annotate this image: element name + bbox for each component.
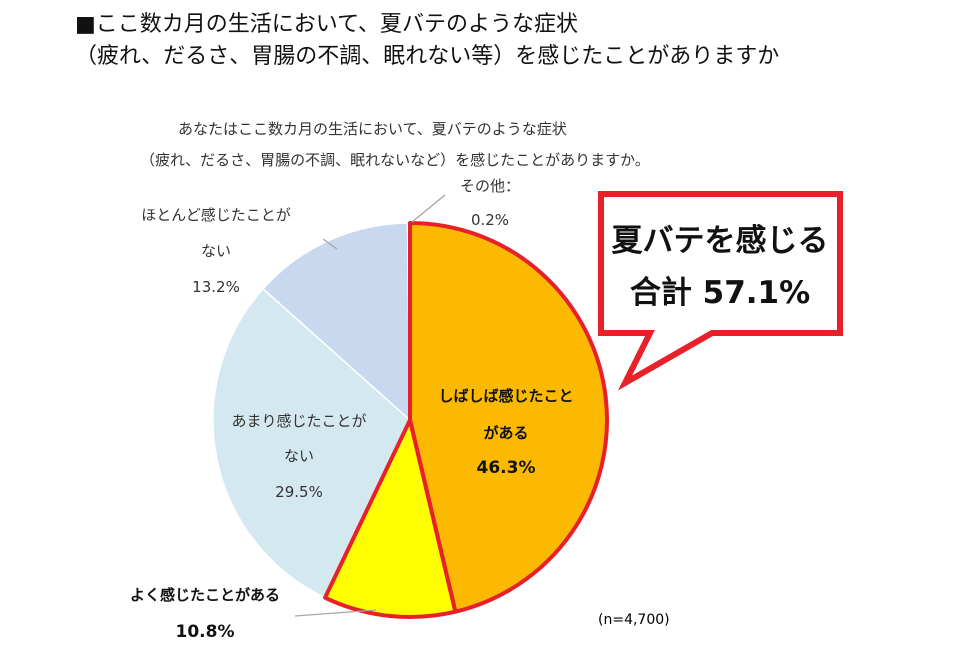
survey-question-line1: あなたはここ数カ月の生活において、夏バテのような症状 [178, 120, 567, 138]
slice-value-frequently: 46.3% [477, 458, 536, 478]
slice-label-other: その他： 0.2% [460, 177, 520, 229]
slice-label-frequently-line1: しばしば感じたこと [438, 387, 573, 405]
pie-slice-rarely [261, 222, 411, 422]
slice-value-often: 10.8% [176, 622, 235, 642]
callout-line2: 合計 57.1% [630, 275, 810, 311]
slice-label-rarely-line1: ほとんど感じたことが [141, 206, 291, 224]
slice-value-other: 0.2% [471, 211, 509, 229]
callout-line1: 夏バテを感じる [612, 223, 829, 259]
leader-line-rarely [322, 238, 338, 250]
slice-label-rarely: ほとんど感じたことが ない 13.2% [141, 206, 291, 296]
slice-label-seldom-line2: ない [284, 447, 314, 465]
pie-slice-often-outline [323, 418, 458, 619]
slice-label-often-line1: よく感じたことがある [130, 586, 280, 604]
survey-question-line2: （疲れ、だるさ、胃腸の不調、眠れないなど）を感じたことがありますか。 [140, 151, 650, 169]
slice-value-rarely: 13.2% [192, 278, 240, 296]
leader-lines [294, 194, 446, 617]
slice-label-seldom: あまり感じたことが ない 29.5% [231, 412, 366, 501]
highlight-outline [323, 221, 609, 619]
callout-box: 夏バテを感じる 合計 57.1% [598, 191, 843, 391]
slice-label-frequently: しばしば感じたこと がある 46.3% [438, 387, 573, 478]
slice-value-seldom: 29.5% [275, 483, 323, 501]
slice-label-frequently-line2: がある [483, 424, 528, 442]
slice-label-rarely-line2: ない [201, 242, 231, 260]
leader-line-often [294, 609, 377, 617]
slice-label-other-line1: その他： [460, 177, 520, 195]
chart-title-line1: ■ここ数カ月の生活において、夏バテのような症状 [75, 12, 579, 37]
pie-slice-frequently-outline [408, 221, 609, 614]
callout-shape [598, 191, 843, 391]
slice-label-often: よく感じたことがある 10.8% [130, 586, 280, 642]
slice-label-seldom-line1: あまり感じたことが [231, 412, 366, 430]
leader-line-other [411, 194, 446, 223]
chart-title-line2: （疲れ、だるさ、胃腸の不調、眠れない等）を感じたことがありますか [75, 44, 780, 69]
sample-size-note: (n=4,700) [598, 612, 670, 628]
